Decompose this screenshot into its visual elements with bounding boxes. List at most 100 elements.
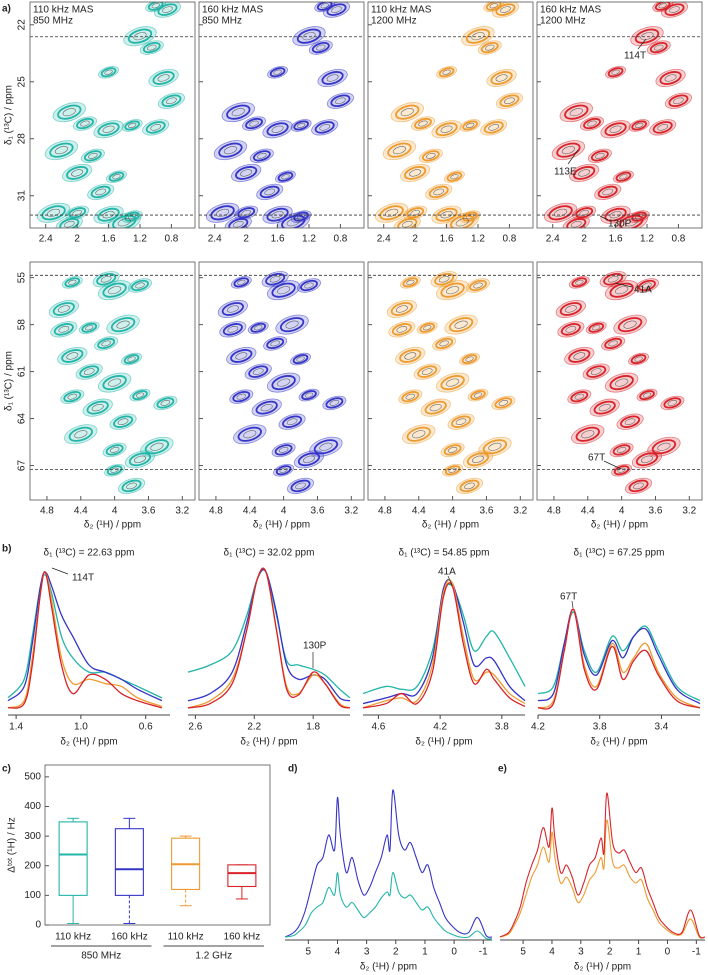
contour (425, 183, 453, 201)
contour (495, 74, 508, 82)
contour (322, 395, 347, 411)
panel-label: 160 kHz MAS (540, 5, 601, 16)
contour (277, 171, 294, 182)
contour (142, 41, 161, 54)
contour (465, 356, 474, 362)
y-tick-label: 100 (24, 890, 41, 901)
contour (488, 124, 500, 131)
contour (290, 352, 311, 366)
contour (431, 205, 462, 224)
contour-area (205, 2, 354, 228)
contour (564, 305, 577, 313)
contour (473, 392, 483, 398)
contour (440, 211, 453, 219)
frame (29, 1, 196, 229)
contour (87, 183, 115, 201)
contour (286, 218, 300, 227)
contour (494, 397, 513, 409)
annotation: 114T (72, 573, 94, 584)
contour (83, 368, 95, 375)
contour-area (555, 271, 685, 495)
x-tick-label: 110 kHz (55, 932, 91, 943)
contour (609, 282, 634, 298)
contour (82, 398, 113, 417)
contour (110, 467, 119, 473)
contour (271, 125, 284, 133)
contour (233, 424, 267, 445)
contour (390, 102, 424, 123)
contour (435, 122, 458, 137)
contour (628, 479, 649, 493)
contour (609, 442, 634, 458)
x-tick-label: 2.4 (208, 234, 222, 245)
contour (127, 122, 137, 129)
panel-letter: b) (2, 544, 11, 555)
contour (65, 205, 90, 221)
contour (266, 280, 301, 301)
contour (649, 119, 677, 136)
contour (267, 65, 288, 79)
contour (160, 399, 171, 406)
x-axis-label: δ₂ (¹H) / ppm (591, 520, 648, 531)
contour (568, 276, 590, 289)
contour (642, 282, 652, 289)
contour (231, 163, 262, 182)
contour (399, 276, 421, 289)
x-tick-label: 0.8 (502, 234, 516, 245)
x-tick-label: 3.2 (682, 506, 696, 517)
contour (608, 340, 618, 347)
contour (232, 220, 244, 228)
contour (571, 424, 605, 445)
contour (102, 125, 115, 133)
contour (454, 320, 468, 329)
contour (580, 116, 604, 131)
panel-letter: a) (2, 4, 11, 15)
x-axis-label: δ₂ (¹H) / ppm (84, 520, 141, 531)
contour (121, 479, 142, 493)
contour (593, 400, 616, 415)
annotation: 114T (624, 51, 646, 62)
contour (296, 356, 305, 362)
contour (401, 391, 420, 403)
spectrum-line (362, 579, 526, 709)
contour (293, 450, 325, 469)
contour (242, 116, 266, 131)
contour (488, 442, 502, 451)
contour (129, 388, 151, 402)
contour-area (543, 2, 692, 228)
contour (109, 446, 120, 453)
x-axis-label: δ₂ (¹H) / ppm (360, 962, 417, 973)
contour (628, 352, 649, 366)
annotation: 113E (554, 167, 577, 178)
contour (277, 286, 291, 295)
contour (74, 430, 88, 439)
contour (71, 169, 84, 177)
contour (617, 467, 626, 473)
spectrum-line (362, 583, 526, 695)
contour (58, 326, 70, 333)
contour (257, 152, 267, 159)
x-tick-label: -1 (692, 947, 701, 958)
x-tick-label: 3.2 (344, 506, 358, 517)
contour (75, 363, 103, 380)
y-tick-label: 300 (24, 831, 41, 842)
frame (367, 261, 534, 501)
contour (290, 119, 312, 132)
contour (139, 40, 164, 55)
contour (402, 424, 436, 445)
x-tick-label: 3.2 (513, 506, 527, 517)
contour (480, 41, 499, 54)
contour (249, 148, 274, 164)
contour (262, 205, 293, 224)
y-tick-label: 64 (17, 413, 28, 425)
contour (659, 71, 682, 85)
x-tick-label: 2 (607, 947, 613, 958)
contour-area (217, 271, 347, 495)
contour (64, 424, 98, 445)
contour (67, 393, 78, 400)
contour (571, 277, 588, 288)
contour (48, 299, 79, 319)
contour (161, 94, 182, 108)
contour (98, 65, 119, 79)
panel-label: 1200 MHz (540, 16, 586, 27)
